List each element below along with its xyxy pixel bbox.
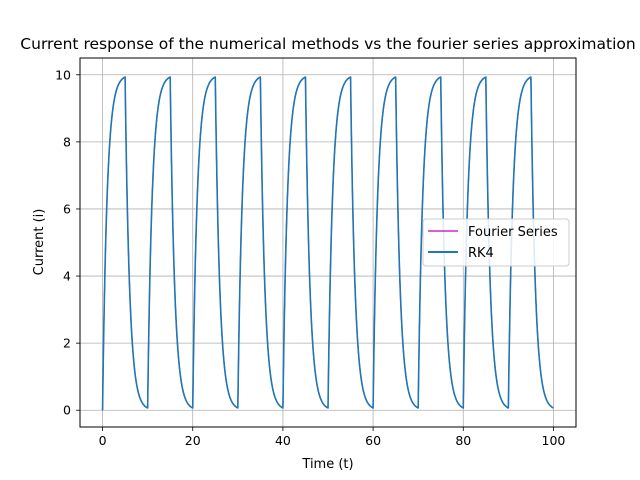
plot-frame bbox=[79, 57, 577, 428]
x-tick-label: 60 bbox=[365, 433, 381, 448]
legend-box bbox=[422, 218, 570, 267]
x-tick-label: 20 bbox=[185, 433, 201, 448]
x-axis-ticks: 0 20 40 60 80 100 bbox=[99, 427, 566, 448]
chart-title: Current response of the numerical method… bbox=[20, 35, 635, 53]
x-axis-label: Time (t) bbox=[301, 457, 353, 472]
y-tick-label: 6 bbox=[63, 201, 71, 216]
y-tick-label: 8 bbox=[63, 134, 71, 149]
x-tick-label: 100 bbox=[542, 433, 566, 448]
x-tick-label: 0 bbox=[99, 433, 107, 448]
x-tick-label: 80 bbox=[455, 433, 471, 448]
y-tick-label: 2 bbox=[63, 336, 71, 351]
y-tick-label: 4 bbox=[63, 269, 71, 284]
series-line-rk4 bbox=[101, 76, 554, 411]
y-axis-ticks: 0 2 4 6 8 10 bbox=[55, 67, 80, 418]
x-tick-label: 40 bbox=[275, 433, 291, 448]
legend-label-fourier-series: Fourier Series bbox=[468, 225, 558, 240]
y-axis-label: Current (i) bbox=[32, 209, 47, 276]
y-tick-label: 0 bbox=[63, 403, 71, 418]
y-tick-label: 10 bbox=[55, 67, 71, 82]
legend: Fourier Series RK4 bbox=[422, 218, 570, 267]
legend-label-rk4: RK4 bbox=[468, 246, 494, 261]
plot-series bbox=[101, 76, 554, 411]
grid bbox=[80, 58, 576, 427]
